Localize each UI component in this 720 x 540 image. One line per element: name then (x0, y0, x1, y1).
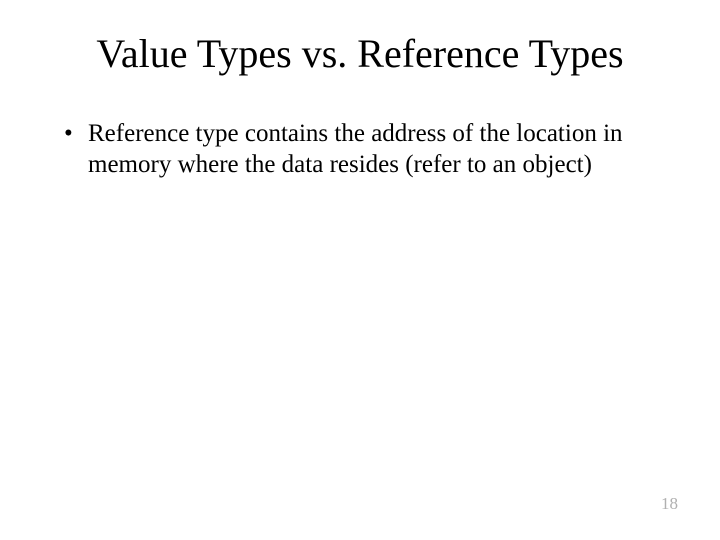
list-item: Reference type contains the address of t… (60, 118, 660, 181)
slide-container: Value Types vs. Reference Types Referenc… (0, 0, 720, 540)
page-number: 18 (661, 494, 678, 514)
slide-title: Value Types vs. Reference Types (60, 30, 660, 78)
bullet-list: Reference type contains the address of t… (60, 118, 660, 181)
